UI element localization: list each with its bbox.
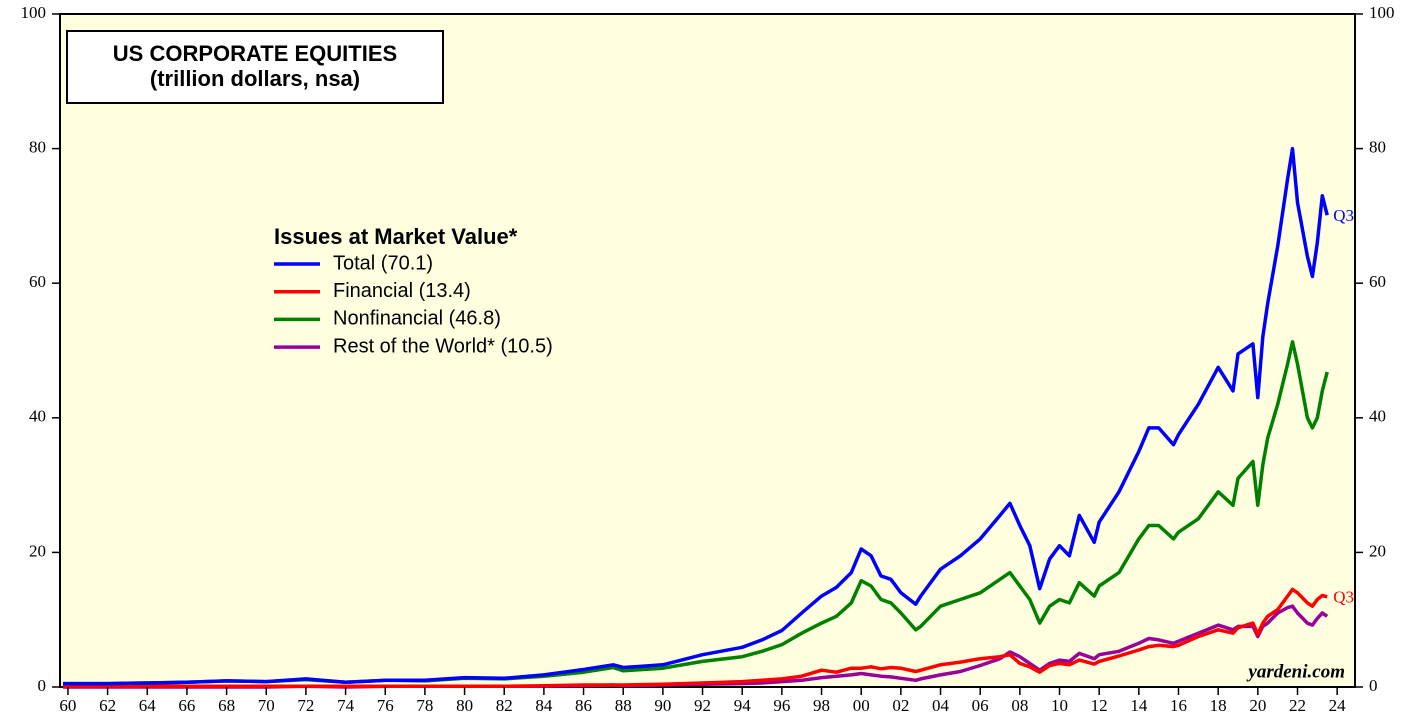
source: yardeni.com — [1246, 661, 1345, 682]
legend-label: Nonfinancial (46.8) — [333, 308, 501, 330]
x-tick-label: 76 — [377, 696, 394, 715]
chart-subtitle: (trillion dollars, nsa) — [150, 66, 360, 91]
x-tick-label: 02 — [892, 696, 909, 715]
x-tick-label: 74 — [337, 696, 355, 715]
x-tick-label: 72 — [297, 696, 314, 715]
x-tick-label: 70 — [258, 696, 275, 715]
x-tick-label: 10 — [1051, 696, 1068, 715]
series-line — [63, 587, 1328, 689]
x-tick-label: 88 — [615, 696, 632, 715]
chart-title: US CORPORATE EQUITIES — [113, 41, 397, 66]
y2-tick-label: 20 — [1369, 541, 1386, 560]
x-tick-label: 08 — [1011, 696, 1028, 715]
x-tick-label: 90 — [654, 696, 671, 715]
x-tick-label: 14 — [1130, 696, 1148, 715]
lines — [63, 146, 1329, 689]
plot-area — [59, 13, 1356, 688]
x-tick-label: 94 — [734, 696, 752, 715]
x-tick-label: 64 — [139, 696, 157, 715]
y-tick-label: 60 — [29, 272, 46, 291]
y-tick-label: 100 — [21, 3, 47, 22]
x-tick-label: 92 — [694, 696, 711, 715]
y2-tick-label: 80 — [1369, 138, 1386, 157]
x-tick-label: 12 — [1091, 696, 1108, 715]
x-tick-label: 96 — [773, 696, 790, 715]
x-tick-label: 62 — [99, 696, 116, 715]
x-tick-label: 86 — [575, 696, 592, 715]
y-tick-label: 80 — [29, 138, 46, 157]
x-tick-label: 66 — [178, 696, 195, 715]
x-tick-label: 22 — [1289, 696, 1306, 715]
title-box — [66, 30, 444, 104]
x-tick-label: 00 — [853, 696, 870, 715]
series-line — [63, 146, 1329, 686]
legend-label: Financial (13.4) — [333, 280, 471, 302]
x-tick-label: 20 — [1249, 696, 1266, 715]
y-tick-label: 0 — [38, 676, 47, 695]
x-tick-label: 60 — [59, 696, 76, 715]
x-tick-label: 16 — [1170, 696, 1187, 715]
x-tick-label: 04 — [932, 696, 950, 715]
y2-tick-label: 100 — [1369, 3, 1395, 22]
y2-tick-label: 60 — [1369, 272, 1386, 291]
y2-tick-label: 0 — [1369, 676, 1378, 695]
legend-title: Issues at Market Value* — [274, 224, 518, 249]
x-tick-label: 68 — [218, 696, 235, 715]
legend-label: Total (70.1) — [333, 252, 433, 274]
x-tick-label: 80 — [456, 696, 473, 715]
x-tick-label: 06 — [972, 696, 989, 715]
x-tick-label: 98 — [813, 696, 830, 715]
x-tick-label: 82 — [496, 696, 513, 715]
legend-label: Rest of the World* (10.5) — [333, 335, 553, 357]
end-label: Q3 — [1333, 588, 1354, 607]
x-tick-label: 78 — [416, 696, 433, 715]
y2-tick-label: 40 — [1369, 407, 1386, 426]
x-tick-label: 84 — [535, 696, 553, 715]
x-tick-label: 24 — [1329, 696, 1347, 715]
y-tick-label: 20 — [29, 541, 46, 560]
x-tick-label: 18 — [1210, 696, 1227, 715]
end-label: Q3 — [1333, 206, 1354, 225]
y-tick-label: 40 — [29, 407, 46, 426]
